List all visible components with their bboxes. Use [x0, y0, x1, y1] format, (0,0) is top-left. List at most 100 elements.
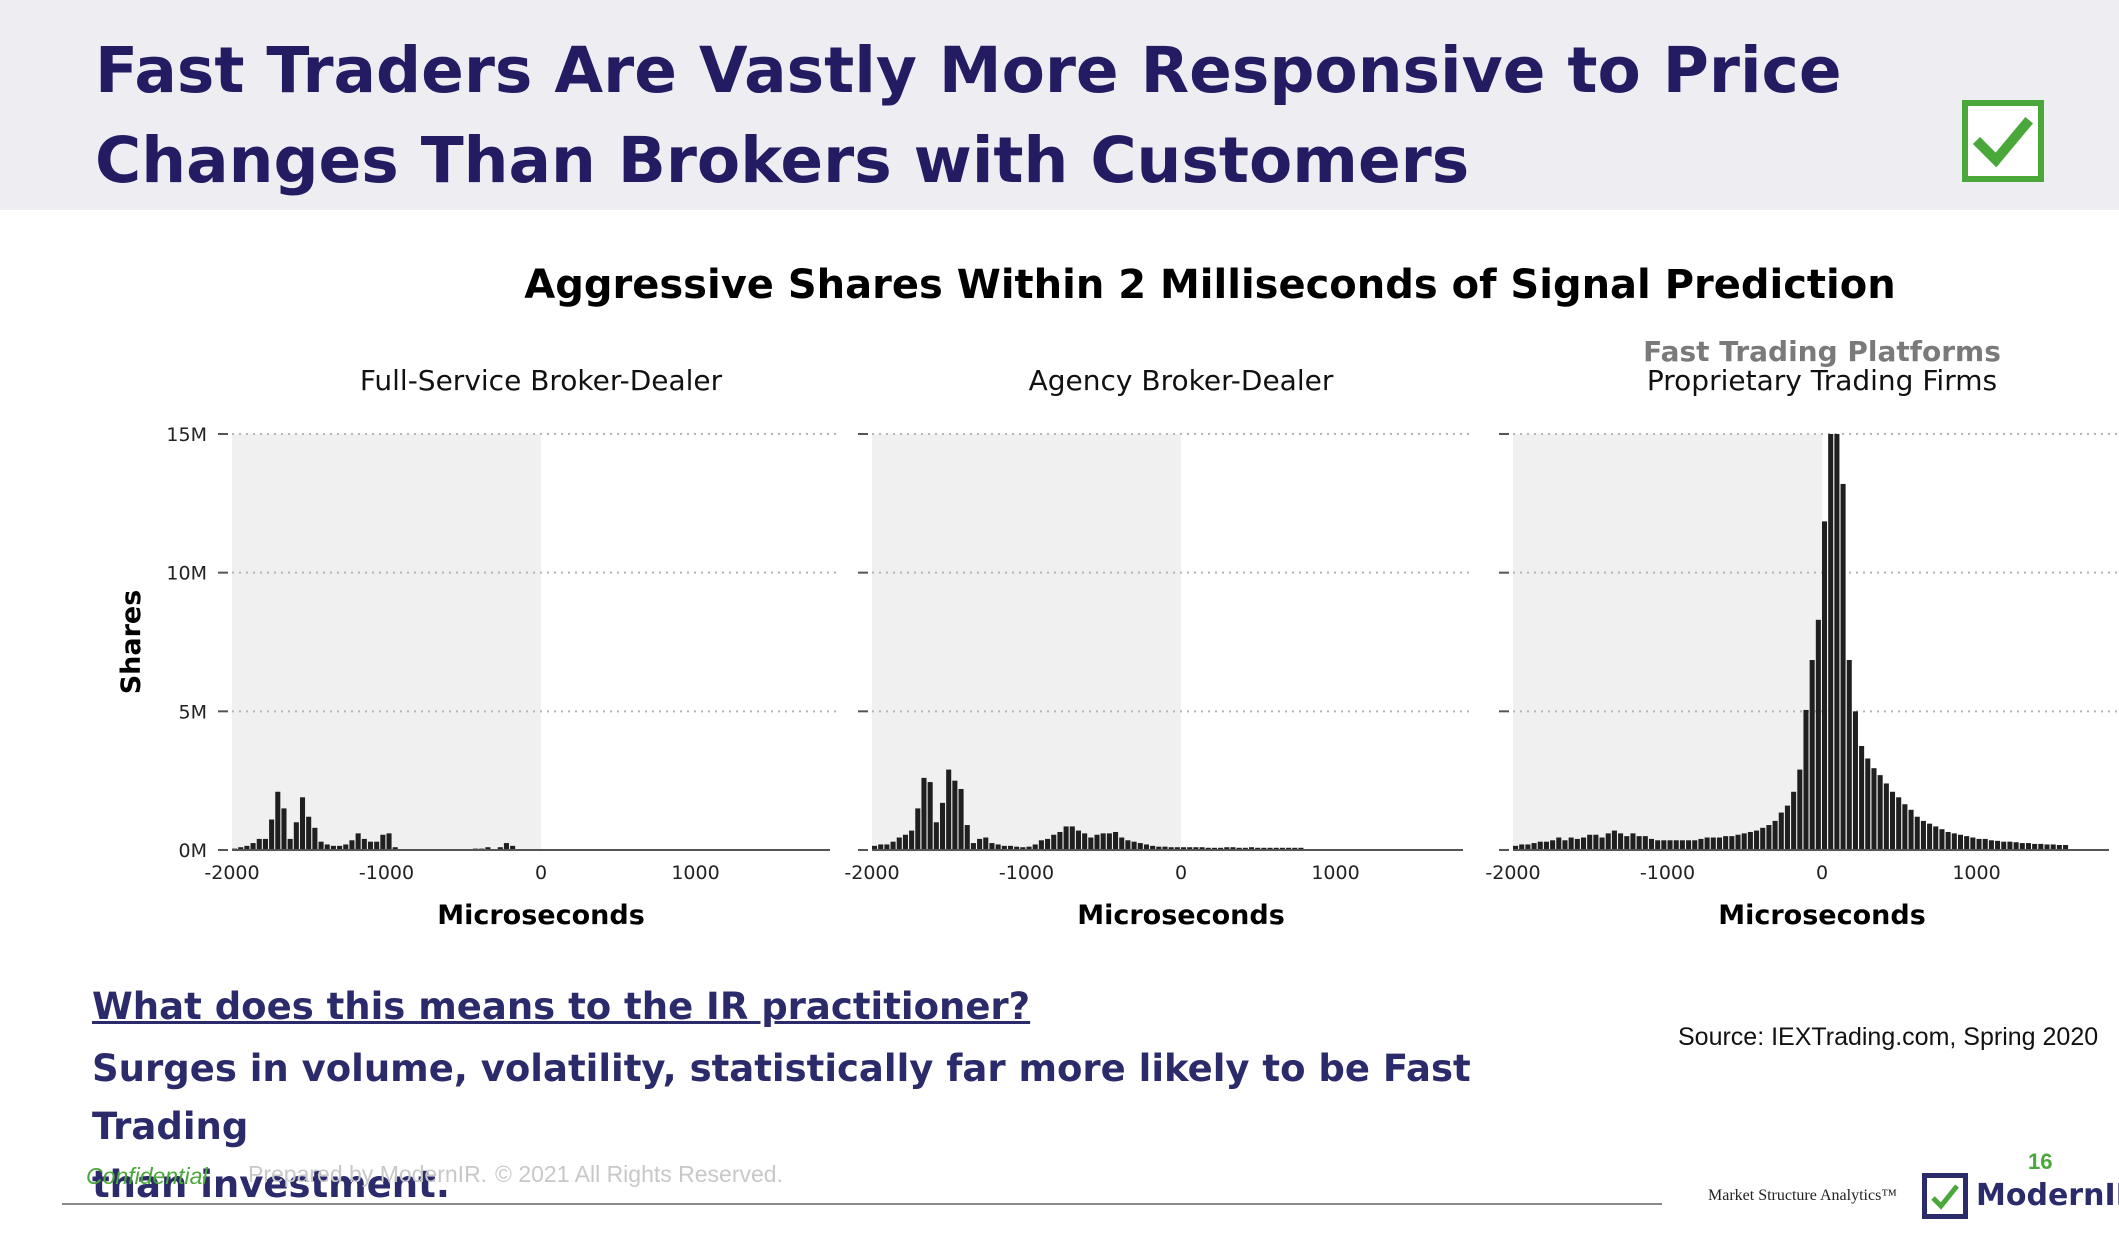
panel-3-bar — [1803, 709, 1809, 850]
panel-3-bar — [1908, 809, 1914, 850]
panel-2-bar — [1143, 844, 1149, 850]
panel-2-bar — [1020, 847, 1026, 850]
panel-1-bar — [275, 791, 281, 850]
panel-2-bar — [933, 822, 939, 850]
panel-3-bar — [1710, 837, 1716, 850]
panel-2-bar — [890, 841, 896, 850]
panel-3-bar — [1704, 837, 1710, 850]
panel-2-bar — [902, 834, 908, 850]
y-tick-label: 15M — [166, 424, 207, 446]
panel-3-bar — [1679, 840, 1685, 850]
panel-1-bar — [386, 833, 392, 850]
panel-3-bar — [1852, 711, 1858, 850]
panel-2-bar — [915, 808, 921, 850]
panel-2-bar — [1150, 845, 1156, 850]
panel-1-bar — [349, 840, 355, 850]
panel-2-bar — [1267, 847, 1273, 850]
panel-3-x-tick-label: 0 — [1816, 862, 1828, 884]
panel-3-bar — [2019, 843, 2025, 850]
panel-1-x-tick-label: -2000 — [204, 862, 259, 884]
panel-2-bar — [1199, 847, 1205, 850]
panel-3-bar — [1766, 825, 1772, 850]
panel-3-bar — [1982, 838, 1988, 850]
panel-3-bar — [2063, 845, 2069, 850]
prepared-by: Prepared by ModernIR. — [248, 1161, 488, 1187]
page-number: 16 — [2028, 1149, 2053, 1174]
panel-2-bar — [1187, 847, 1193, 850]
panel-3-bar — [2007, 841, 2013, 850]
panel-3-bar — [1568, 837, 1574, 850]
panel-2-bar — [1242, 847, 1248, 850]
panel-2-bar — [977, 838, 983, 850]
panel-3-bar — [1797, 769, 1803, 850]
panel-3-bar — [1580, 837, 1587, 850]
title-banner — [0, 0, 2119, 210]
panel-2-bar — [896, 837, 902, 850]
panel-3-bar — [1976, 838, 1982, 850]
panel-3-bar — [1920, 820, 1926, 850]
panel-2-title: Agency Broker-Dealer — [1029, 364, 1334, 397]
panel-2-x-axis-label: Microseconds — [1077, 900, 1285, 931]
panel-3-bar — [1537, 841, 1543, 850]
panel-1-bar — [256, 838, 262, 850]
panel-3-bar — [2050, 844, 2056, 850]
panel-3-bar — [1772, 820, 1778, 850]
panel-3-bar — [1574, 838, 1580, 850]
panel-3-bar — [2013, 842, 2019, 850]
panel-3-bar — [1791, 791, 1797, 850]
checkmark-icon — [1962, 100, 2044, 182]
panel-3-bar — [1525, 844, 1531, 850]
panel-3-bar — [1599, 837, 1605, 850]
panel-1-bar — [250, 843, 256, 850]
panel-1-bar — [324, 844, 330, 850]
panel-3-bar — [1513, 845, 1519, 850]
panel-2-bar — [1156, 846, 1162, 850]
panel-2-bar — [1248, 847, 1255, 850]
panel-3-bar — [1840, 483, 1846, 850]
panel-3-bar — [1927, 823, 1933, 850]
panel-3-bar — [1778, 812, 1784, 850]
y-axis-label: Shares — [116, 590, 147, 695]
panel-3-bar — [1735, 834, 1741, 850]
panel-3-x-tick-label: 1000 — [1952, 862, 2000, 884]
panel-3-bar — [1846, 660, 1852, 850]
panel-2-bar — [1211, 847, 1217, 850]
panel-1-bar — [485, 847, 491, 850]
panel-2-bar — [921, 777, 927, 850]
panel-3-bar — [1543, 841, 1549, 850]
panel-2-bar — [1193, 847, 1199, 850]
panel-2-bar — [1057, 831, 1063, 850]
panel-3-bar — [1531, 843, 1537, 850]
panel-3-bar — [1889, 791, 1896, 850]
panel-1-bar — [269, 819, 275, 850]
panel-3-bar — [1914, 816, 1920, 850]
panel-3-bar — [1618, 833, 1624, 850]
panel-1-x-tick-label: -1000 — [359, 862, 414, 884]
panel-3-bar — [1716, 837, 1723, 850]
footer-divider — [62, 1203, 1662, 1205]
panel-3-bar — [1630, 833, 1636, 850]
panel-3-bar — [1828, 434, 1834, 850]
panel-2-bar — [884, 844, 890, 850]
panel-2-bar — [1082, 833, 1088, 850]
panel-2-bar — [1261, 847, 1267, 850]
panel-3-bar — [1939, 829, 1945, 850]
chart-title: Aggressive Shares Within 2 Milliseconds … — [524, 262, 1896, 308]
ir-question: What does this means to the IR practitio… — [92, 985, 1031, 1028]
panel-3-bar — [2044, 844, 2050, 850]
panel-2-bar — [927, 782, 933, 850]
slide-title: Fast Traders Are Vastly More Responsive … — [95, 26, 1875, 206]
tagline: Market Structure Analytics™ — [1708, 1187, 1897, 1204]
panel-1-bar — [238, 847, 244, 850]
panel-3-bar — [1815, 619, 1821, 850]
panel-2-bar — [1273, 847, 1279, 850]
panel-2-x-tick-label: 1000 — [1311, 862, 1359, 884]
ir-answer: Surges in volume, volatility, statistica… — [92, 1040, 1592, 1214]
panel-2-bar — [995, 844, 1001, 850]
panel-1-bar — [337, 845, 343, 850]
panel-1-bar — [361, 838, 367, 850]
panel-2-bar — [1205, 847, 1211, 850]
panel-2-bar — [1026, 846, 1032, 850]
panel-3-bar — [2038, 843, 2044, 850]
panel-2-bar — [1279, 847, 1285, 850]
